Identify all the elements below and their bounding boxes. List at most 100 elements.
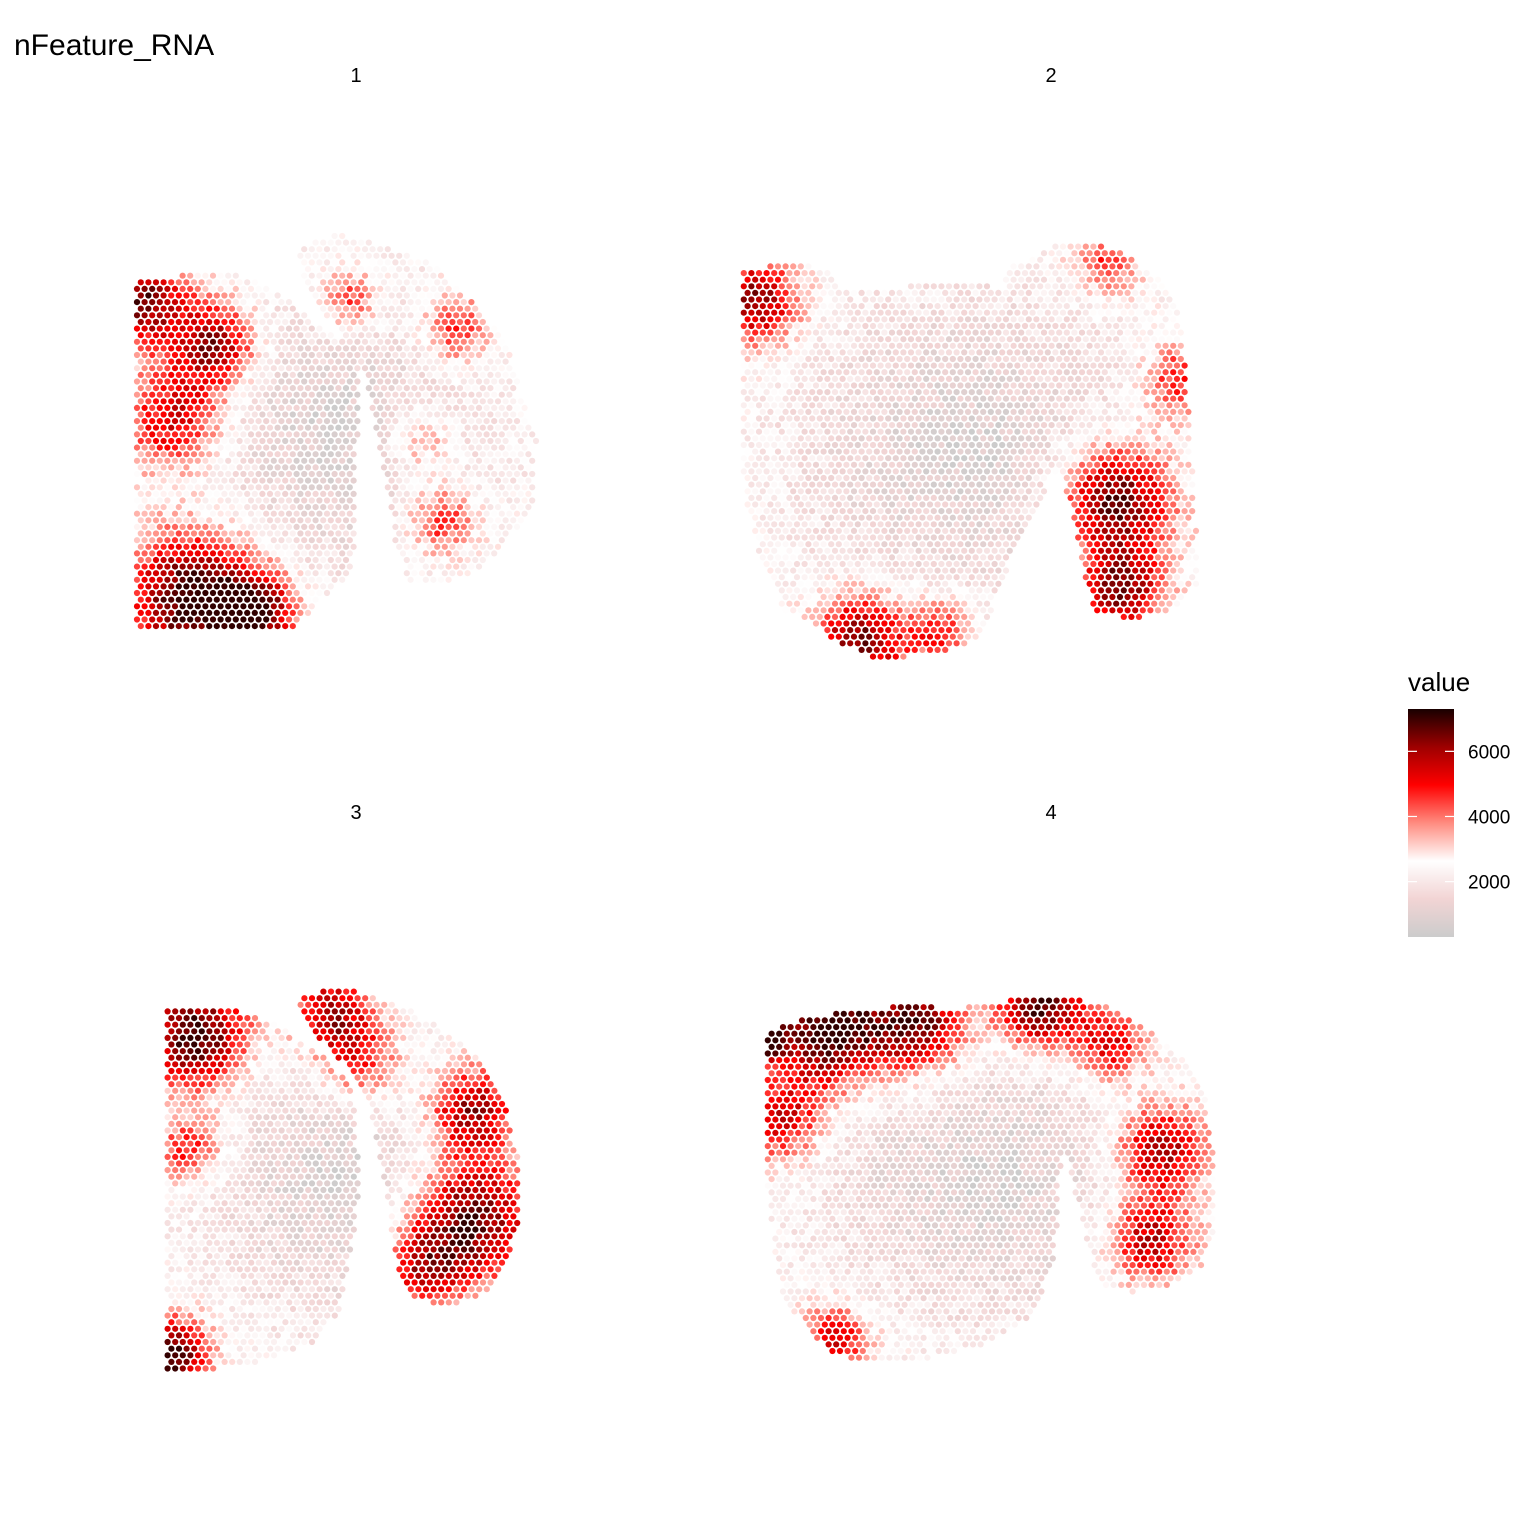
spot [377,299,384,306]
spot [991,547,998,554]
spot [206,332,213,339]
spot [304,451,312,458]
spot [225,510,232,517]
spot [1120,428,1127,435]
spot [327,332,334,339]
spot [190,556,198,564]
spot [240,603,247,610]
spot [771,560,778,568]
spot [945,468,953,475]
spot [1056,355,1063,363]
spot [472,437,479,445]
spot [1002,514,1010,521]
spot [1048,382,1055,389]
spot [320,556,327,564]
spot [820,501,827,508]
spot [934,554,941,561]
spot [953,468,960,475]
spot [1040,316,1048,323]
spot [449,385,456,392]
spot [198,385,205,392]
spot [255,497,262,504]
spot [1059,349,1067,356]
spot [331,550,338,557]
spot [778,547,785,554]
spot [888,461,896,468]
spot [240,418,247,425]
spot [1177,435,1184,442]
spot [240,391,247,398]
spot [801,521,808,528]
spot [502,504,509,511]
spot [1097,494,1105,501]
spot [1124,382,1131,389]
spot [1158,481,1165,488]
spot [847,349,854,356]
spot [149,603,156,610]
spot [365,305,372,312]
spot [418,279,426,286]
spot [434,451,441,458]
spot [995,514,1002,521]
spot [995,554,1002,561]
spot [441,464,448,471]
spot [1040,435,1048,442]
spot [915,441,922,449]
spot [430,470,437,478]
spot [1132,501,1139,508]
spot [209,338,217,345]
spot [991,362,998,369]
spot [748,389,755,396]
spot [835,554,842,561]
spot [190,398,198,405]
spot [152,490,160,497]
spot [316,325,323,332]
spot [1177,461,1184,468]
spot [740,283,747,290]
spot [767,382,774,389]
spot [767,316,774,323]
spot [445,418,452,425]
spot [1132,395,1139,402]
spot [377,246,384,253]
spot [1033,422,1040,429]
spot [240,325,247,332]
spot [388,371,395,378]
spot [285,576,293,583]
spot [877,322,884,330]
spot [1018,461,1025,468]
spot [445,378,452,385]
spot [938,494,945,501]
spot [1154,408,1162,415]
spot [1040,382,1048,389]
spot [1086,289,1093,296]
spot [396,437,403,445]
spot [1044,389,1051,396]
spot [968,309,975,316]
spot [885,547,892,554]
spot [202,603,209,610]
spot [308,418,315,425]
spot [1097,283,1105,290]
spot [308,378,315,385]
spot [771,322,778,330]
spot [377,312,384,319]
spot [1082,375,1089,382]
spot [1040,408,1048,415]
spot [316,563,323,570]
spot [1177,501,1184,508]
spot [953,402,960,409]
spot [293,576,300,583]
spot [850,289,858,296]
spot [320,266,327,273]
spot [244,583,251,590]
spot [858,395,865,402]
spot [525,504,532,511]
spot [213,490,220,497]
spot [453,285,460,292]
spot [278,444,285,451]
spot [251,570,258,577]
spot [904,488,911,495]
spot [251,623,258,630]
spot [1128,508,1135,515]
